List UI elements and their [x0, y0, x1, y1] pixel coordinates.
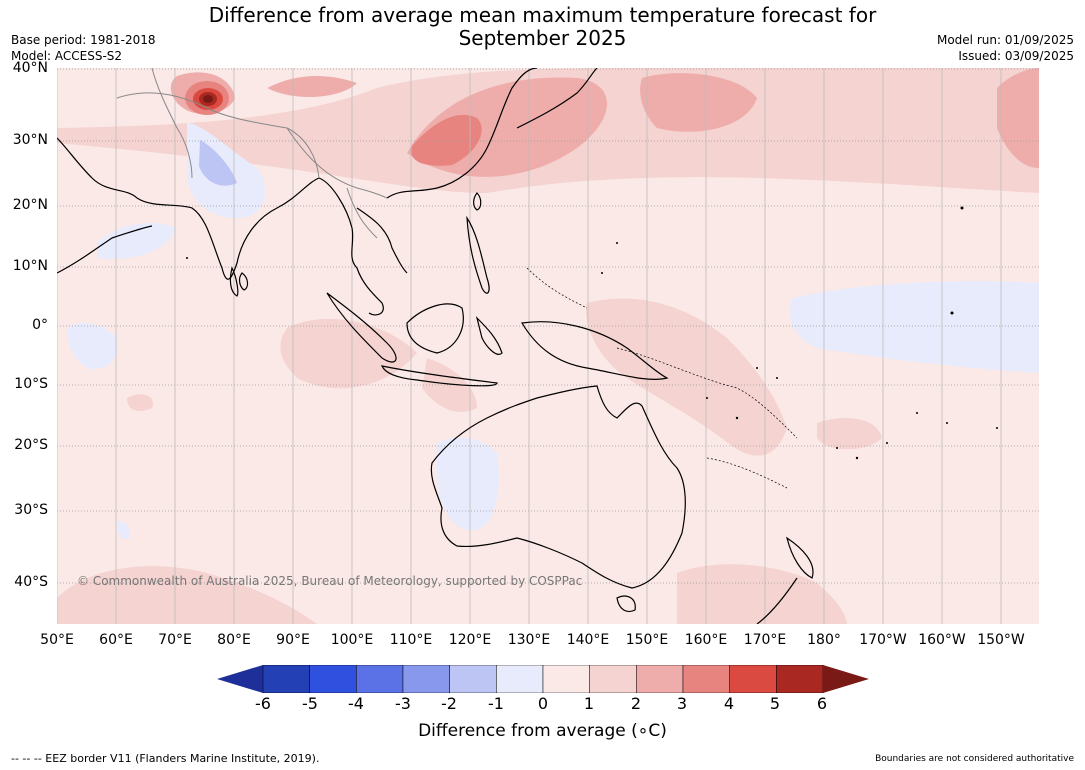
eez-legend: -- -- -- EEZ border V11 (Flanders Marine…: [11, 752, 320, 765]
colorbar-tick: 0: [537, 694, 549, 713]
colorbar-tick: 6: [816, 694, 828, 713]
lat-label-20s: 20°S: [14, 437, 48, 453]
anomaly-fields: [57, 68, 1039, 624]
colorbar-tick: 1: [583, 694, 595, 713]
colorbar-cells: [262, 665, 824, 693]
colorbar-cell: [542, 665, 590, 693]
borders: [116, 68, 388, 239]
lon-label-50e: 50°E: [40, 632, 74, 648]
model-run: Model run: 01/09/2025: [936, 33, 1074, 47]
lon-label-60e: 60°E: [99, 632, 133, 648]
colorbar-tick: -6: [255, 694, 271, 713]
lon-label-110e: 110°E: [389, 632, 433, 648]
colorbar-cell: [636, 665, 684, 693]
eez-borders: [526, 267, 798, 489]
meridians: [57, 68, 1002, 624]
colorbar-cell: [309, 665, 357, 693]
issued-date: Issued: 03/09/2025: [958, 49, 1074, 63]
colorbar-cell: [682, 665, 730, 693]
meta-right: Model run: 01/09/2025 Issued: 03/09/2025: [937, 32, 1074, 64]
lat-label-30s: 30°S: [14, 502, 48, 518]
lon-label-150e: 150°E: [625, 632, 669, 648]
colorbar-label: Difference from average (∘C): [0, 721, 1085, 741]
forecast-map: © Commonwealth of Australia 2025, Bureau…: [57, 68, 1039, 624]
colorbar-tick: -3: [395, 694, 411, 713]
colorbar-tick: 5: [769, 694, 781, 713]
lon-label-140e: 140°E: [566, 632, 610, 648]
lat-label-10s: 10°S: [14, 376, 48, 392]
lon-label-160e: 160°E: [684, 632, 728, 648]
colorbar-tick: -4: [348, 694, 364, 713]
colorbar-cell: [729, 665, 777, 693]
boundaries-disclaimer: Boundaries are not considered authoritat…: [875, 754, 1074, 764]
colorbar-cell: [496, 665, 544, 693]
lat-label-40s: 40°S: [14, 574, 48, 590]
model-name: Model: ACCESS-S2: [11, 49, 123, 63]
colorbar-tick: -1: [488, 694, 504, 713]
colorbar-tick: -2: [441, 694, 457, 713]
lat-label-10n: 10°N: [12, 258, 48, 274]
lon-label-70e: 70°E: [158, 632, 192, 648]
title-line-2: September 2025: [458, 26, 627, 50]
lat-label-20n: 20°N: [12, 197, 48, 213]
colorbar-cell: [589, 665, 637, 693]
colorbar-cell: [449, 665, 497, 693]
colorbar-tick: -5: [302, 694, 318, 713]
title-line-1: Difference from average mean maximum tem…: [208, 3, 877, 27]
lat-label-0: 0°: [32, 317, 48, 333]
base-period: Base period: 1981-2018: [11, 33, 156, 47]
map-canvas: [57, 68, 1039, 624]
colorbar-cell: [262, 665, 310, 693]
map-title: Difference from average mean maximum tem…: [0, 4, 1085, 50]
lon-label-170e: 170°E: [743, 632, 787, 648]
colorbar-cell: [356, 665, 404, 693]
lon-label-170w: 170°W: [859, 632, 907, 648]
colorbar: [217, 665, 869, 693]
coastlines: [57, 68, 814, 624]
lon-label-160w: 160°W: [918, 632, 966, 648]
lon-label-130e: 130°E: [507, 632, 551, 648]
colorbar-extend-high: [823, 665, 869, 693]
colorbar-label-text: Difference from average (: [418, 721, 638, 741]
colorbar-label-unit: ∘C): [637, 721, 667, 741]
colorbar-extend-low: [217, 665, 263, 693]
lon-label-100e: 100°E: [330, 632, 374, 648]
colorbar-tick: 2: [630, 694, 642, 713]
colorbar-cell: [402, 665, 450, 693]
islands: [186, 206, 998, 460]
lon-label-80e: 80°E: [217, 632, 251, 648]
lon-label-120e: 120°E: [448, 632, 492, 648]
colorbar-tick: 3: [676, 694, 688, 713]
meta-left: Base period: 1981-2018 Model: ACCESS-S2: [11, 32, 156, 64]
lat-label-40n: 40°N: [12, 60, 48, 76]
colorbar-cell: [776, 665, 824, 693]
colorbar-tick: 4: [723, 694, 735, 713]
lon-label-150w: 150°W: [977, 632, 1025, 648]
lon-label-180: 180°: [807, 632, 841, 648]
copyright-note: © Commonwealth of Australia 2025, Bureau…: [77, 574, 583, 588]
lon-label-90e: 90°E: [276, 632, 310, 648]
lat-label-30n: 30°N: [12, 132, 48, 148]
